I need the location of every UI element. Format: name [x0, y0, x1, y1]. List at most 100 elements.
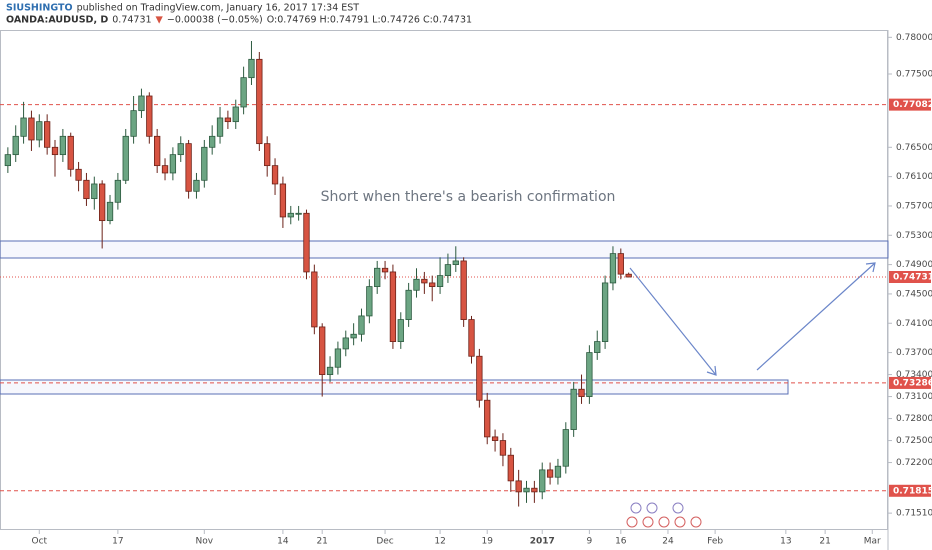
candle-body	[601, 282, 609, 342]
arrow-head	[865, 262, 876, 273]
candle-body	[311, 271, 318, 328]
candle-body	[303, 212, 310, 273]
candle-body	[169, 154, 177, 174]
x-tick-label: 19	[481, 537, 493, 547]
candle-body	[539, 469, 546, 493]
candle-body	[12, 135, 19, 156]
candle-body	[20, 117, 27, 137]
candle-body	[51, 146, 59, 156]
candle-body	[358, 315, 365, 335]
candle-body	[460, 260, 467, 320]
candle-body	[531, 487, 538, 493]
candle-body	[75, 168, 82, 181]
candle-body	[4, 154, 12, 167]
y-tick-label: 0.73100	[896, 392, 932, 402]
event-icon	[626, 516, 638, 528]
x-tick-label: 21	[316, 537, 327, 547]
candle-body	[44, 121, 51, 148]
header-text: OANDA:AUDUSD, D	[6, 15, 108, 26]
event-icon	[672, 502, 684, 514]
price-label-box	[889, 270, 931, 283]
candle-body	[106, 201, 114, 222]
header-text: 0.74731	[112, 15, 151, 26]
y-tick-label: 0.72500	[896, 436, 932, 446]
candle-body	[319, 326, 326, 375]
candle-body	[444, 264, 452, 277]
candle-body	[617, 253, 624, 275]
candle-body	[350, 333, 357, 339]
support-zone	[0, 379, 789, 395]
candle-body	[114, 179, 122, 203]
y-tick-label: 0.73400	[896, 370, 932, 380]
header-text: −0.00038 (−0.05%)	[167, 15, 263, 26]
price-label: 0.71815	[893, 486, 932, 496]
candle-body	[491, 436, 499, 441]
x-tick-label: Dec	[376, 537, 393, 547]
candle-body	[507, 454, 514, 482]
event-icon	[646, 502, 658, 514]
candle-body	[122, 135, 129, 181]
candle-body	[429, 282, 436, 287]
x-tick-label: 21	[819, 537, 830, 547]
candle-body	[381, 267, 389, 273]
header-text: ▼	[156, 15, 164, 26]
price-label-box	[889, 376, 931, 389]
y-tick-label: 0.78000	[896, 33, 932, 43]
x-tick-label: Mar	[864, 537, 881, 547]
candle-body	[146, 95, 153, 137]
candle-body	[287, 212, 294, 218]
candle-body	[625, 273, 632, 278]
y-tick-label: 0.77500	[896, 69, 932, 79]
y-tick-label: 0.71510	[896, 509, 932, 519]
x-tick-label: 16	[615, 537, 627, 547]
candle-body	[91, 183, 98, 200]
y-tick-label: 0.75700	[896, 201, 932, 211]
candle-body	[185, 143, 192, 192]
x-tick-label: 9	[587, 537, 593, 547]
candle-body	[232, 106, 239, 123]
annotation: Short when there's a bearish confirmatio…	[321, 189, 616, 205]
candle-body	[413, 278, 420, 291]
price-label: 0.73286	[893, 378, 932, 388]
header-text: O:0.74769 H:0.74791 L:0.74726 C:0.74731	[267, 15, 472, 26]
candle-body	[436, 275, 444, 287]
price-label: 0.74731	[893, 272, 932, 282]
candle-body	[224, 117, 232, 123]
candle-body	[609, 253, 617, 284]
price-label-box	[889, 98, 931, 111]
candle-body	[366, 286, 373, 317]
candle-body	[154, 135, 161, 167]
candle-body	[374, 267, 381, 287]
price-label-box	[889, 484, 931, 497]
candle-body	[67, 135, 74, 170]
candle-body	[389, 271, 397, 342]
candle-body	[578, 388, 585, 397]
y-tick-label: 0.73700	[896, 348, 932, 358]
price-label: 0.77082	[893, 100, 932, 110]
y-tick-label: 0.75300	[896, 231, 932, 241]
y-tick-label: 0.74900	[896, 260, 932, 270]
y-tick-label: 0.72800	[896, 414, 932, 424]
candle-body	[83, 179, 90, 200]
candle-body	[201, 146, 208, 181]
y-tick-label: 0.74500	[896, 289, 932, 299]
event-icon	[690, 516, 702, 528]
y-tick-label: 0.74100	[896, 319, 932, 329]
x-tick-label: Oct	[32, 537, 48, 547]
arrow-head	[706, 365, 717, 376]
candle-body	[562, 429, 569, 467]
candle-body	[397, 319, 404, 342]
candle-body	[342, 337, 349, 350]
candle-body	[452, 260, 459, 266]
candle-body	[193, 179, 200, 192]
candle-body	[570, 388, 577, 430]
x-tick-label: Nov	[196, 537, 214, 547]
candle-body	[248, 58, 255, 79]
y-tick-label: 0.72200	[896, 458, 932, 468]
candle-body	[546, 469, 554, 478]
resistance-zone	[0, 240, 889, 259]
candle-body	[554, 465, 562, 478]
candle-body	[484, 399, 491, 438]
candle-body	[99, 183, 106, 222]
candle-body	[256, 58, 263, 145]
